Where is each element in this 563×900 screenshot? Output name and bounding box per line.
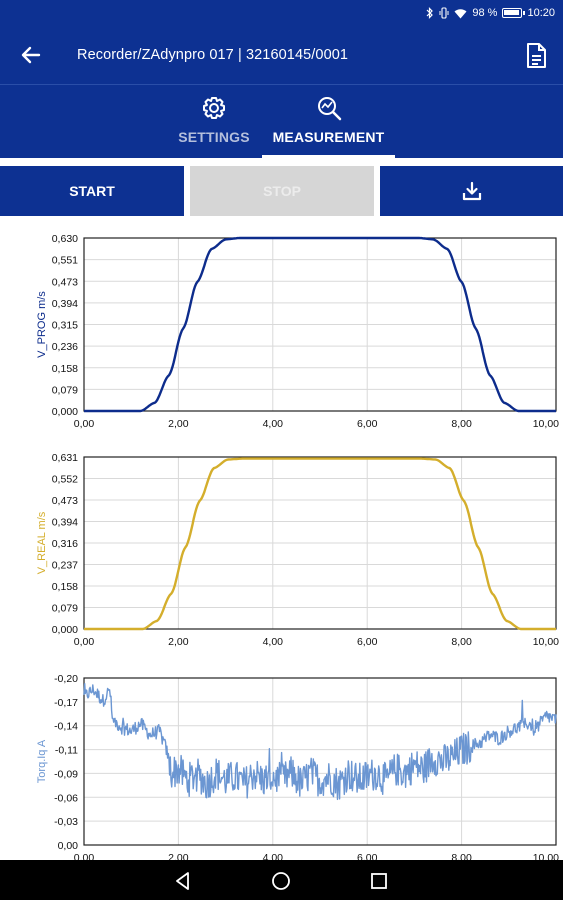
y-tick-label: 0,394 (52, 517, 78, 529)
chart-svg: 0,00 -0,03 -0,06 -0,09 -0,11 -0,14 -0,17 -0,20 0… (36, 673, 559, 860)
y-tick-label: 0,158 (52, 363, 78, 375)
y-tick-label: 0,158 (52, 581, 78, 593)
y-tick-label: -0,11 (55, 745, 78, 757)
y-tick-label: 0,473 (52, 276, 78, 288)
app-bar: Recorder/ZAdynpro 017 | 32160145/0001 (0, 28, 563, 84)
x-tick-label: 10,00 (533, 852, 559, 860)
y-tick-label: 0,630 (52, 233, 78, 245)
nav-recents-icon[interactable] (368, 870, 390, 892)
chart-search-icon (317, 97, 341, 121)
y-tick-label: 0,631 (52, 452, 78, 464)
tab-indicator (262, 155, 395, 158)
x-tick-label: 8,00 (451, 636, 472, 648)
tab-measurement[interactable]: MEASUREMENT (262, 85, 395, 158)
clock: 10:20 (527, 7, 555, 19)
y-tick-label: 0,236 (52, 341, 78, 353)
y-tick-label: 0,000 (52, 624, 78, 636)
x-tick-label: 2,00 (168, 418, 189, 430)
x-tick-label: 4,00 (263, 852, 284, 860)
document-icon[interactable] (523, 42, 549, 70)
start-button[interactable]: START (0, 166, 184, 216)
x-tick-label: 0,00 (74, 852, 95, 860)
bluetooth-icon (426, 7, 434, 19)
battery-icon (502, 8, 526, 18)
chart-v-prog: 0,000 0,079 0,158 0,236 0,315 0,394 0,473 0,551… (0, 226, 563, 440)
x-tick-label: 8,00 (451, 852, 472, 860)
x-tick-label: 10,00 (533, 418, 559, 430)
y-tick-label: -0,03 (54, 816, 78, 828)
series-line (84, 457, 556, 631)
tab-settings-label: SETTINGS (178, 129, 250, 145)
series-line (84, 236, 556, 413)
series-line (83, 683, 557, 801)
x-tick-label: 6,00 (357, 852, 378, 860)
wifi-icon (454, 8, 467, 18)
x-tick-label: 4,00 (263, 418, 284, 430)
vibrate-icon (439, 7, 449, 19)
chart-svg: 0,000 0,079 0,158 0,236 0,315 0,394 0,473 0,551… (36, 233, 559, 430)
x-tick-label: 10,00 (533, 636, 559, 648)
y-tick-label: 0,00 (58, 840, 79, 852)
y-tick-label: -0,06 (54, 792, 78, 804)
x-tick-label: 8,00 (451, 418, 472, 430)
y-axis-label: Torq.Iq A (36, 739, 48, 783)
back-arrow-icon[interactable] (18, 42, 44, 68)
x-tick-label: 6,00 (357, 418, 378, 430)
y-tick-label: -0,14 (54, 721, 78, 733)
plot-frame (83, 456, 557, 630)
download-icon (462, 181, 481, 201)
y-tick-label: 0,079 (52, 384, 78, 396)
y-tick-label: 0,394 (52, 298, 78, 310)
tab-settings[interactable]: SETTINGS (170, 85, 258, 158)
y-tick-label: 0,552 (52, 474, 78, 486)
app-bar-divider (0, 84, 563, 85)
x-tick-label: 2,00 (168, 852, 189, 860)
y-tick-label: -0,20 (54, 673, 78, 685)
tab-bar: SETTINGS MEASUREMENT (0, 85, 563, 158)
chart-svg: 0,000 0,079 0,158 0,237 0,316 0,394 0,473 0,552… (36, 452, 559, 648)
chart-v-real: 0,000 0,079 0,158 0,237 0,316 0,394 0,473 0,552… (0, 446, 563, 660)
status-bar: 98 % 10:20 (0, 0, 563, 28)
page-title: Recorder/ZAdynpro 017 | 32160145/0001 (77, 47, 349, 63)
y-tick-label: 0,551 (52, 255, 78, 267)
y-tick-label: 0,000 (52, 406, 78, 418)
y-tick-label: 0,316 (52, 538, 78, 550)
x-tick-label: 2,00 (168, 636, 189, 648)
y-tick-label: 0,473 (52, 495, 78, 507)
y-tick-label: 0,315 (52, 320, 78, 332)
x-tick-label: 4,00 (263, 636, 284, 648)
plot-frame (83, 677, 557, 846)
x-tick-label: 6,00 (357, 636, 378, 648)
download-button[interactable] (380, 166, 563, 216)
x-tick-label: 0,00 (74, 636, 95, 648)
nav-back-icon[interactable] (172, 870, 194, 892)
tab-measurement-label: MEASUREMENT (272, 129, 385, 145)
action-buttons: START STOP (0, 166, 563, 216)
y-axis-label: V_PROG m/s (36, 291, 48, 358)
x-tick-label: 0,00 (74, 418, 95, 430)
status-icons: 98 % 10:20 (426, 7, 555, 19)
system-nav-bar (0, 860, 563, 900)
y-axis-label: V_REAL m/s (36, 511, 48, 574)
y-tick-label: 0,237 (52, 560, 78, 572)
y-tick-label: 0,079 (52, 603, 78, 615)
stop-button[interactable]: STOP (190, 166, 374, 216)
y-tick-label: -0,09 (54, 768, 78, 780)
battery-percent: 98 % (472, 7, 498, 19)
gear-icon (203, 97, 225, 119)
nav-home-icon[interactable] (270, 870, 292, 892)
y-tick-label: -0,17 (54, 697, 78, 709)
chart-torque: 0,00 -0,03 -0,06 -0,09 -0,11 -0,14 -0,17 -0,20 0… (0, 665, 563, 860)
